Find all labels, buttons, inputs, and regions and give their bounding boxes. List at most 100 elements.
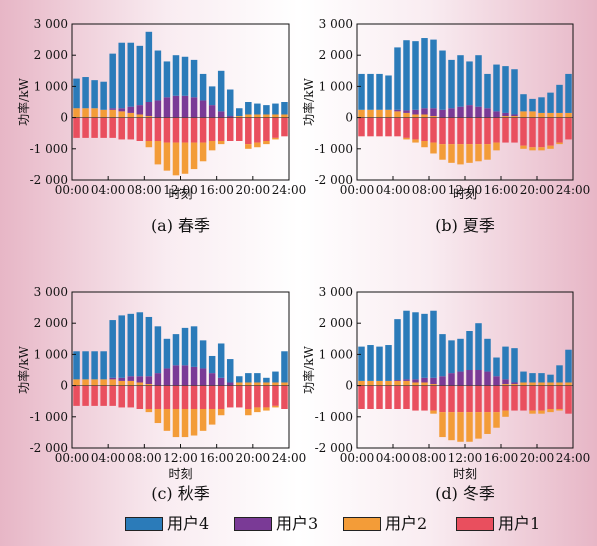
bar-user3-15: [493, 111, 500, 118]
bar-user1-neg-4: [394, 385, 401, 409]
bar-user2-7: [136, 382, 144, 386]
x-tick-label: 08:00: [412, 451, 447, 465]
bar-user4-2: [376, 346, 383, 381]
bar-user2-3: [100, 379, 107, 386]
bar-user1-neg-17: [226, 385, 234, 408]
bar-user2-6: [412, 382, 419, 386]
x-tick-label: 16:00: [484, 451, 519, 465]
bar-user2-neg-9: [154, 141, 162, 165]
bar-user2-3: [385, 380, 392, 386]
bar-user2-20: [254, 114, 261, 118]
bar-user4-21: [263, 377, 270, 383]
bar-user3-4: [394, 379, 401, 381]
bar-user4-11: [457, 55, 464, 107]
bar-user2-4: [109, 109, 116, 118]
x-tick-label: 08:00: [127, 183, 162, 197]
bar-user1-neg-10: [163, 385, 171, 409]
x-tick-label: 04:00: [376, 451, 411, 465]
x-tick-label: 20:00: [236, 183, 271, 197]
bar-user4-19: [245, 373, 252, 383]
bar-user1-neg-11: [172, 385, 180, 409]
bar-user4-15: [493, 357, 500, 377]
bar-user2-4: [109, 379, 116, 386]
bar-user2-23: [281, 114, 288, 118]
bar-user1-neg-14: [484, 117, 491, 145]
bar-user1-neg-23: [281, 117, 288, 137]
y-tick-label: 2 000: [319, 316, 353, 330]
bar-user4-12: [181, 327, 189, 366]
bar-user3-6: [127, 106, 135, 113]
bar-user2-neg-22: [272, 405, 279, 408]
bar-user2-neg-19: [245, 409, 252, 416]
bar-user2-19: [529, 382, 536, 386]
bar-user2-21: [263, 114, 270, 118]
bar-user4-0: [73, 78, 80, 109]
bar-user3-16: [502, 112, 509, 117]
bar-user1-neg-19: [245, 385, 252, 409]
bar-user4-7: [421, 38, 428, 109]
x-tick-label: 16:00: [199, 183, 234, 197]
bar-user2-6: [412, 114, 419, 118]
legend: 用户4 用户3 用户2 用户1: [0, 510, 597, 538]
bar-user2-0: [73, 108, 80, 118]
bar-user4-9: [154, 50, 162, 101]
bar-user4-16: [502, 346, 509, 380]
bar-user1-neg-2: [91, 385, 98, 406]
bar-user1-neg-5: [118, 117, 125, 140]
bar-user1-neg-8: [145, 117, 153, 141]
bar-user2-neg-12: [181, 409, 189, 438]
bar-user1-neg-7: [136, 385, 144, 409]
bar-user4-3: [100, 81, 107, 110]
bar-user4-19: [529, 373, 536, 383]
bar-user2-2: [91, 108, 98, 118]
bar-user2-neg-19: [245, 144, 252, 149]
bar-user3-5: [118, 108, 125, 112]
bar-user2-neg-21: [547, 409, 554, 413]
bar-user4-10: [163, 338, 171, 369]
bar-user2-neg-10: [448, 144, 455, 163]
y-tick-label: -1 000: [30, 142, 68, 156]
bar-user2-neg-15: [208, 409, 216, 425]
x-tick-label: 20:00: [520, 183, 555, 197]
bar-user2-19: [245, 382, 252, 386]
bar-user1-neg-16: [217, 117, 225, 141]
y-tick-label: 0: [345, 111, 353, 125]
bar-user4-23: [281, 102, 288, 115]
bar-user3-10: [448, 108, 455, 118]
bar-user4-6: [127, 313, 135, 377]
bar-user4-14: [484, 73, 491, 109]
bar-user1-neg-22: [272, 117, 279, 138]
bar-user4-20: [254, 103, 261, 115]
y-tick-label: -2 000: [315, 441, 353, 455]
bar-user3-11: [457, 371, 464, 386]
bar-user4-20: [538, 373, 545, 383]
x-axis-label: 时刻: [168, 467, 192, 481]
bar-user2-17: [511, 116, 518, 118]
bar-user2-1: [82, 379, 89, 386]
bar-user1-neg-21: [547, 385, 554, 409]
bar-user2-neg-8: [430, 142, 437, 154]
bar-user1-neg-3: [385, 117, 392, 137]
bar-user2-neg-11: [172, 142, 180, 176]
bar-user2-neg-13: [475, 412, 482, 439]
bar-user1-neg-16: [502, 117, 509, 143]
y-tick-label: -1 000: [315, 142, 353, 156]
bar-user2-7: [421, 114, 428, 118]
bar-user1-neg-13: [190, 385, 198, 409]
bar-user1-neg-2: [376, 385, 383, 409]
bar-user4-6: [412, 312, 419, 380]
bar-user3-15: [208, 105, 216, 118]
bar-user3-16: [502, 379, 509, 385]
bar-user3-4: [394, 109, 401, 112]
bar-user4-22: [272, 103, 279, 115]
bar-user2-21: [547, 382, 554, 386]
x-tick-label: 16:00: [199, 451, 234, 465]
bar-user1-neg-14: [199, 385, 207, 409]
bar-user2-5: [403, 380, 410, 386]
bar-user2-22: [272, 382, 279, 386]
bar-user1-neg-19: [245, 117, 252, 145]
bar-user3-4: [109, 108, 116, 110]
